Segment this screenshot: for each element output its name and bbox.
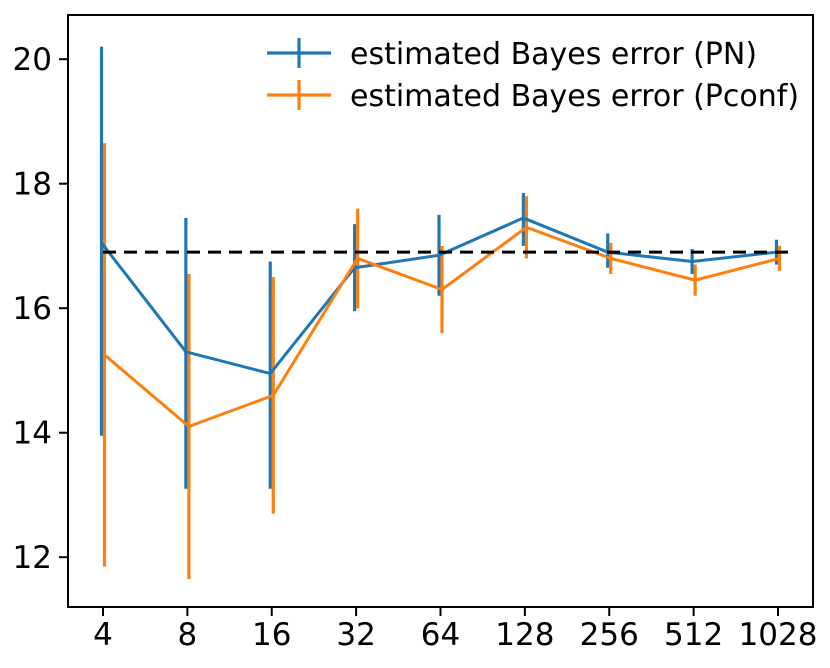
x-tick-label: 16 — [252, 617, 291, 653]
pconf-line — [103, 225, 780, 428]
x-tick-label: 256 — [580, 617, 639, 653]
x-tick-label: 128 — [495, 617, 554, 653]
plot-area-border — [67, 14, 814, 608]
y-tick-label: 18 — [13, 167, 52, 203]
x-tick-label: 8 — [178, 617, 198, 653]
x-tick-label: 32 — [336, 617, 375, 653]
legend-label-pconf: estimated Bayes error (Pconf) — [350, 79, 799, 114]
x-tick-label: 1028 — [739, 617, 818, 653]
pn-line — [100, 216, 777, 376]
y-tick-label: 20 — [13, 42, 52, 78]
y-tick-label: 16 — [13, 291, 52, 327]
y-tick-label: 14 — [13, 416, 52, 452]
x-tick-label: 64 — [421, 617, 460, 653]
y-tick-label: 12 — [13, 540, 52, 576]
x-tick-label: 4 — [93, 617, 113, 653]
x-tick-label: 512 — [664, 617, 723, 653]
legend-label-pn: estimated Bayes error (PN) — [350, 37, 757, 72]
